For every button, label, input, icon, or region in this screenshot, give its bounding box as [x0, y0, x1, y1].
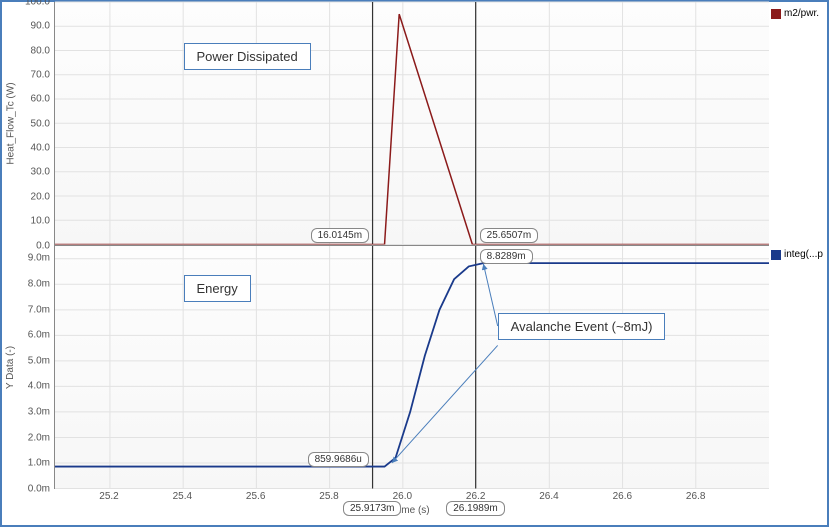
- bottom-cursor1-value: 859.9686u: [308, 452, 369, 467]
- bottom-chart: Y Data (-) 0.0m1.0m2.0m3.0m4.0m5.0m6.0m7…: [2, 246, 769, 490]
- legend-item: m2/pwr.: [771, 8, 825, 19]
- bottom-y-ticks: 0.0m1.0m2.0m3.0m4.0m5.0m6.0m7.0m8.0m9.0m: [20, 246, 54, 490]
- top-cursor2-value: 25.6507m: [480, 228, 538, 243]
- legend-item: integ(...p: [771, 249, 825, 260]
- top-cursor1-value: 16.0145m: [311, 228, 369, 243]
- top-y-label: Heat_Flow_Tc (W): [2, 2, 20, 246]
- x-cursor2-value: 26.1989m: [446, 501, 504, 516]
- x-cursor1-value: 25.9173m: [343, 501, 401, 516]
- bottom-plot-area: Energy Avalanche Event (~8mJ) 859.9686u …: [54, 246, 769, 490]
- energy-label: Energy: [184, 275, 251, 302]
- top-chart: Heat_Flow_Tc (W) 0.010.020.030.040.050.0…: [2, 2, 769, 246]
- figure-frame: Heat_Flow_Tc (W) 0.010.020.030.040.050.0…: [0, 0, 829, 527]
- bottom-cursor2-value: 8.8289m: [480, 249, 533, 264]
- power-dissipated-label: Power Dissipated: [184, 43, 311, 70]
- legend-label: m2/pwr.: [784, 8, 819, 19]
- plot-column: Heat_Flow_Tc (W) 0.010.020.030.040.050.0…: [2, 2, 769, 525]
- legend-swatch-icon: [771, 9, 781, 19]
- top-plot-area: Power Dissipated 16.0145m 25.6507m: [54, 2, 769, 246]
- bottom-y-label: Y Data (-): [2, 246, 20, 490]
- avalanche-annotation: Avalanche Event (~8mJ): [498, 313, 666, 340]
- x-axis: Time (s) 25.9173m 26.1989m 25.225.425.62…: [2, 489, 769, 525]
- top-y-ticks: 0.010.020.030.040.050.060.070.080.090.01…: [20, 2, 54, 246]
- legend-label: integ(...p: [784, 249, 823, 260]
- legend-swatch-icon: [771, 250, 781, 260]
- legend: m2/pwr. integ(...p: [769, 2, 827, 525]
- x-ticks: Time (s) 25.9173m 26.1989m 25.225.425.62…: [54, 489, 769, 525]
